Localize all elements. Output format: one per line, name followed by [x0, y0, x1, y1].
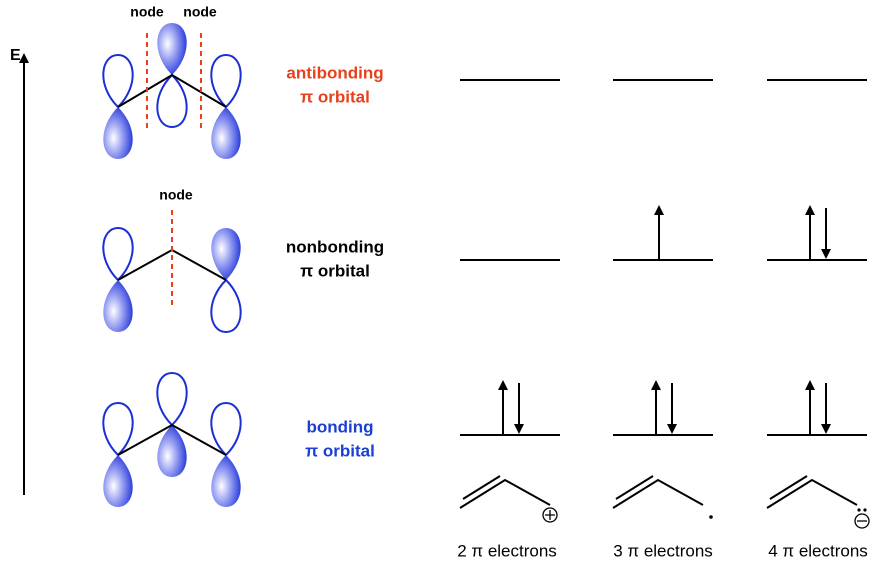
molecule — [612, 478, 704, 509]
orbital-label: π orbital — [300, 261, 370, 280]
lobe — [211, 107, 241, 159]
lone-pair — [863, 508, 867, 512]
lobe — [211, 228, 241, 280]
lobe — [157, 425, 187, 477]
layout — [19, 23, 870, 529]
lobe — [103, 280, 133, 332]
orbital-label: π orbital — [305, 441, 375, 460]
lobe — [157, 23, 187, 75]
column-label: 4 π electrons — [768, 541, 868, 560]
axis-label: E — [10, 47, 21, 64]
radical — [709, 515, 713, 519]
molecule — [766, 478, 858, 509]
node-label: node — [159, 187, 193, 203]
molecule — [769, 475, 808, 500]
orbital-label: π orbital — [300, 87, 370, 106]
charge — [545, 510, 555, 520]
column-label: 3 π electrons — [613, 541, 713, 560]
lobe — [103, 107, 133, 159]
lobe — [210, 279, 242, 333]
lone-pair — [857, 508, 861, 512]
molecule — [459, 478, 551, 509]
lobe — [102, 227, 134, 281]
lobe — [156, 372, 188, 426]
lobe — [102, 402, 134, 456]
orbital-label: antibonding — [286, 63, 383, 82]
node-label: node — [183, 4, 217, 20]
lobe — [210, 402, 242, 456]
bond — [117, 73, 227, 108]
molecule — [462, 475, 501, 500]
charge — [542, 507, 558, 523]
orbital-label: bonding — [306, 417, 373, 436]
charge — [854, 513, 870, 529]
node-label: node — [130, 4, 164, 20]
orbital-label: nonbonding — [286, 237, 384, 256]
column-label: 2 π electrons — [457, 541, 557, 560]
lobe — [103, 455, 133, 507]
molecule — [615, 475, 654, 500]
lobe — [156, 74, 188, 128]
lobe — [210, 54, 242, 108]
lobe — [211, 455, 241, 507]
lobe — [102, 54, 134, 108]
bond — [117, 423, 227, 456]
